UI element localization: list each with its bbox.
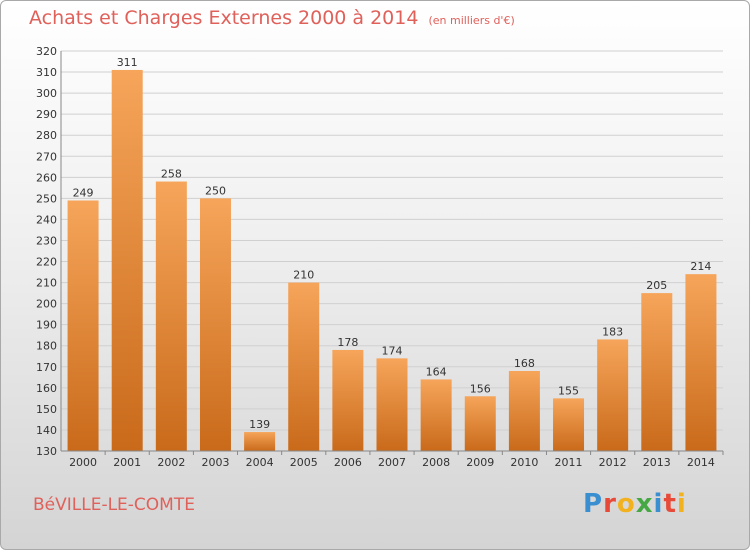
- data-label: 311: [117, 56, 138, 69]
- x-tick-label: 2013: [643, 456, 671, 469]
- bar-2014: [685, 274, 717, 451]
- data-label: 183: [602, 325, 623, 338]
- y-tick-label: 280: [36, 129, 57, 142]
- y-tick-label: 130: [36, 445, 57, 458]
- commune-name: BéVILLE-LE-COMTE: [33, 495, 195, 515]
- chart-title-text: Achats et Charges Externes 2000 à 2014: [29, 7, 419, 29]
- x-tick-label: 2006: [334, 456, 362, 469]
- data-label: 214: [690, 260, 711, 273]
- x-tick-label: 2012: [599, 456, 627, 469]
- y-tick-label: 140: [36, 424, 57, 437]
- data-label: 139: [249, 418, 270, 431]
- y-tick-label: 190: [36, 319, 57, 332]
- bar-2013: [641, 293, 673, 451]
- x-tick-label: 2004: [246, 456, 274, 469]
- y-tick-label: 230: [36, 234, 57, 247]
- data-label: 156: [470, 382, 491, 395]
- y-tick-label: 170: [36, 361, 57, 374]
- y-tick-label: 180: [36, 340, 57, 353]
- chart-title: Achats et Charges Externes 2000 à 2014 (e…: [29, 7, 515, 29]
- x-tick-label: 2000: [69, 456, 97, 469]
- data-label: 250: [205, 184, 226, 197]
- y-tick-label: 270: [36, 150, 57, 163]
- x-tick-label: 2010: [510, 456, 538, 469]
- bar-2010: [508, 371, 540, 451]
- y-tick-label: 300: [36, 87, 57, 100]
- bar-2000: [67, 200, 99, 451]
- y-tick-label: 200: [36, 298, 57, 311]
- y-tick-label: 310: [36, 66, 57, 79]
- x-tick-label: 2002: [157, 456, 185, 469]
- x-tick-label: 2005: [290, 456, 318, 469]
- y-tick-label: 220: [36, 256, 57, 269]
- bar-2011: [553, 398, 585, 451]
- bar-2009: [464, 396, 496, 451]
- data-label: 155: [558, 384, 579, 397]
- x-tick-label: 2011: [555, 456, 583, 469]
- y-tick-label: 160: [36, 382, 57, 395]
- bar-2002: [155, 181, 187, 452]
- proxiti-logo: Proxiti: [583, 489, 687, 519]
- bar-2008: [420, 379, 452, 451]
- x-tick-label: 2003: [201, 456, 229, 469]
- bar-2001: [111, 69, 143, 452]
- bar-2012: [597, 339, 629, 451]
- data-label: 164: [426, 365, 447, 378]
- y-tick-label: 260: [36, 171, 57, 184]
- x-tick-label: 2007: [378, 456, 406, 469]
- y-tick-label: 240: [36, 213, 57, 226]
- y-tick-label: 250: [36, 192, 57, 205]
- data-label: 249: [73, 186, 94, 199]
- x-tick-label: 2014: [687, 456, 715, 469]
- x-tick-label: 2008: [422, 456, 450, 469]
- data-label: 205: [646, 279, 667, 292]
- bar-2003: [199, 198, 231, 451]
- y-tick-label: 290: [36, 108, 57, 121]
- bar-2004: [244, 432, 276, 451]
- x-tick-label: 2009: [466, 456, 494, 469]
- x-tick-label: 2001: [113, 456, 141, 469]
- data-label: 174: [382, 344, 403, 357]
- chart-unit: (en milliers d'€): [428, 14, 515, 27]
- data-label: 258: [161, 168, 182, 181]
- bar-2007: [376, 358, 408, 451]
- bar-2005: [288, 282, 320, 451]
- data-label: 168: [514, 357, 535, 370]
- y-tick-label: 320: [36, 45, 57, 58]
- data-label: 210: [293, 269, 314, 282]
- data-label: 178: [337, 336, 358, 349]
- bar-2006: [332, 349, 364, 451]
- y-tick-label: 210: [36, 277, 57, 290]
- y-tick-label: 150: [36, 403, 57, 416]
